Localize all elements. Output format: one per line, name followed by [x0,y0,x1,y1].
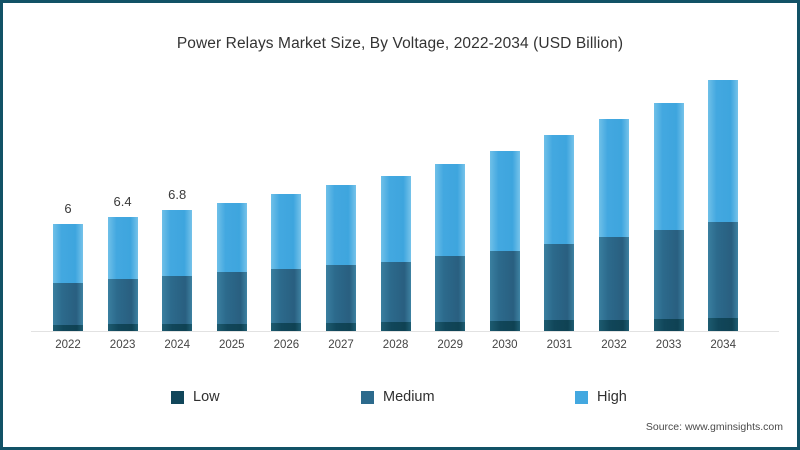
plot-area: 6 6.4 6.8 [31,73,775,331]
legend-item-medium[interactable]: Medium [361,389,435,405]
bar-segment-high[interactable] [53,224,83,283]
bar-segment-high[interactable] [435,163,466,257]
bar-segment-medium[interactable] [708,222,739,319]
legend-label: Medium [383,389,435,405]
stacked-bar[interactable] [53,224,83,331]
x-axis-tick-label: 2023 [109,339,136,351]
bar-segment-low[interactable] [599,319,629,331]
bar-segment-medium[interactable] [380,261,411,323]
legend-label: Low [193,389,220,405]
x-axis-tick-label: 2025 [219,339,245,351]
bar-value-label: 6.8 [168,187,187,203]
bar-segment-low[interactable] [271,323,302,331]
stacked-bar[interactable] [271,194,302,331]
bar-segment-low[interactable] [653,318,684,331]
legend-item-low[interactable]: Low [171,389,220,405]
x-axis-tick-label: 2034 [710,339,736,351]
bar-segment-low[interactable] [380,322,411,331]
x-axis-tick-label: 2022 [55,339,81,351]
chart-legend: Low Medium High [3,389,797,413]
bar-segment-medium[interactable] [489,250,520,322]
bar-segment-high[interactable] [544,135,575,244]
bar-group[interactable] [107,217,138,331]
stacked-bar[interactable] [435,163,466,331]
bar-segment-medium[interactable] [599,236,629,320]
bar-segment-high[interactable] [326,185,356,266]
stacked-bar[interactable] [216,202,247,331]
stacked-bar[interactable] [489,151,520,331]
x-axis-tick-label: 2031 [546,339,573,351]
bar-group[interactable] [53,224,83,331]
bar-segment-medium[interactable] [653,229,684,319]
bar-value-label: 6.4 [113,194,132,210]
legend-item-high[interactable]: High [575,389,627,405]
bar-segment-medium[interactable] [162,275,193,324]
bar-segment-high[interactable] [271,194,302,269]
bar-group[interactable] [435,163,466,331]
bar-segment-medium[interactable] [544,243,575,321]
bar-group[interactable] [326,185,356,331]
stacked-bar[interactable] [326,185,356,331]
source-attribution: Source: www.gminsights.com [645,421,783,433]
legend-label: High [597,389,627,405]
bar-group[interactable] [708,80,739,331]
bar-segment-high[interactable] [162,210,193,276]
bar-group[interactable] [380,176,411,331]
stacked-bar[interactable] [599,119,629,331]
stacked-bar[interactable] [107,217,138,331]
x-axis-tick-label: 2029 [437,339,463,351]
bar-segment-low[interactable] [489,321,520,331]
bar-value-label: 6 [64,201,72,217]
x-axis-tick-label: 2026 [273,339,300,351]
page-title: Power Relays Market Size, By Voltage, 20… [176,35,624,52]
bar-group[interactable] [216,202,247,331]
bar-segment-low[interactable] [53,324,83,331]
bar-segment-low[interactable] [544,320,575,331]
bar-segment-high[interactable] [653,103,684,230]
bar-segment-low[interactable] [216,323,247,331]
x-axis-tick-label: 2030 [492,339,518,351]
stacked-bar[interactable] [544,135,575,331]
bar-segment-medium[interactable] [53,282,83,325]
bar-segment-low[interactable] [435,321,466,331]
bar-segment-high[interactable] [599,119,629,237]
legend-swatch-icon [171,390,184,404]
bar-segment-medium[interactable] [107,279,138,325]
legend-swatch-icon [361,390,374,404]
stacked-bar[interactable] [380,176,411,331]
bar-segment-high[interactable] [216,202,247,273]
bar-segment-high[interactable] [107,217,138,280]
bar-group[interactable] [599,119,629,331]
bar-segment-medium[interactable] [435,256,466,322]
x-axis-tick-label: 2033 [655,339,682,351]
bar-segment-low[interactable] [326,322,356,331]
stacked-bar[interactable] [708,80,739,331]
bar-segment-high[interactable] [489,151,520,251]
bar-group[interactable] [271,194,302,331]
bar-segment-medium[interactable] [326,265,356,323]
x-axis-tick-label: 2032 [601,339,627,351]
bar-group[interactable] [653,103,684,331]
bar-segment-low[interactable] [162,323,193,331]
legend-swatch-icon [575,390,588,404]
x-axis-tick-label: 2028 [382,339,409,351]
x-axis-tick-label: 2027 [328,339,354,351]
axis-baseline [31,331,779,332]
bar-segment-medium[interactable] [271,268,302,323]
bar-segment-medium[interactable] [216,272,247,324]
bar-segment-high[interactable] [708,80,739,223]
bar-group[interactable] [489,151,520,331]
bar-group[interactable] [544,135,575,331]
bar-segment-low[interactable] [708,318,739,331]
stacked-bar[interactable] [653,103,684,331]
x-axis-tick-label: 2024 [164,339,190,351]
bar-segment-low[interactable] [107,324,138,331]
stacked-bar[interactable] [162,210,193,331]
bar-segment-high[interactable] [380,176,411,262]
bar-group[interactable] [162,210,193,331]
